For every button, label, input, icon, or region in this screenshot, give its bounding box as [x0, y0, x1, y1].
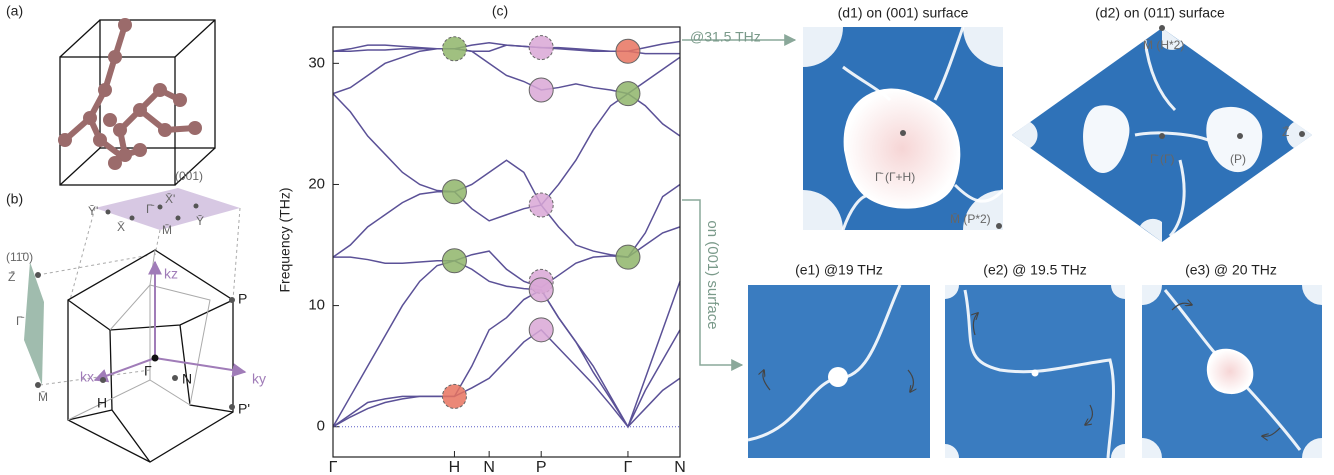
annotation: @31.5 THz	[690, 29, 761, 45]
y-tick-label: 0	[317, 418, 325, 435]
band-line	[332, 92, 681, 207]
y-axis-title: Frequency (THz)	[277, 187, 293, 292]
nodal-point	[441, 36, 467, 62]
nodal-point	[528, 192, 554, 218]
nodal-point	[615, 244, 641, 270]
map-label: Z̄	[1282, 125, 1289, 139]
brillouin-zone	[24, 188, 247, 463]
nodal-point	[615, 38, 641, 64]
bz-label: ky	[252, 371, 266, 387]
annotation: on (001) surface	[704, 220, 721, 329]
plot: 0 10 20 30 Γ H N P Γ N	[308, 26, 686, 475]
surface-map	[1012, 25, 1312, 242]
bz-label: kz	[164, 266, 178, 282]
band-line	[332, 328, 681, 428]
y-tick-label: 10	[308, 297, 325, 314]
map-label: M̄ (P*2)	[950, 212, 991, 226]
bz-label: Γ̄	[146, 202, 155, 216]
x-tick-label: N	[674, 459, 686, 475]
y-tick-label: 30	[308, 54, 325, 71]
bz-label: (001)	[175, 169, 203, 183]
x-tick-label: H	[449, 459, 461, 475]
bz-label: M̄	[162, 223, 172, 237]
bz-label: X̄	[117, 220, 125, 234]
bz-label: Γ̄	[16, 314, 25, 328]
band-line	[332, 288, 681, 429]
nodal-point	[528, 277, 554, 303]
bz-label: Ȳ'	[88, 204, 98, 218]
panel-title: (d1) on (001) surface	[838, 5, 969, 21]
surface-map	[747, 284, 930, 458]
surface-map	[945, 285, 1125, 459]
nodal-point	[441, 179, 467, 205]
chart-title: (c)	[492, 3, 508, 19]
band-line	[332, 259, 681, 429]
bz-label: Z̄	[8, 270, 15, 284]
panel-title: (e2) @ 19.5 THz	[983, 262, 1086, 278]
bz-label: M̄	[38, 390, 48, 404]
nodal-point	[615, 81, 641, 107]
map-label: M̄ (H*2)	[1143, 38, 1184, 52]
bz-label: Ȳ	[196, 214, 204, 228]
x-tick-label: P	[536, 459, 547, 475]
y-tick-label: 20	[308, 175, 325, 192]
nodal-point	[528, 317, 554, 343]
surface-map	[803, 26, 1005, 231]
panel-title: (e1) @19 THz	[795, 262, 883, 278]
crystal	[58, 18, 216, 186]
bz-label: kx	[80, 369, 94, 385]
bz-label: P'	[238, 401, 250, 417]
map-label: Γ̄ (Γ+H)	[875, 170, 915, 184]
x-tick-label: Γ	[624, 459, 633, 475]
panel-title: (e3) @ 20 THz	[1185, 262, 1277, 278]
x-tick-label: N	[483, 459, 495, 475]
x-tick-label: Γ	[329, 459, 338, 475]
bz-label: (11̄0)	[6, 250, 33, 264]
nodal-point	[528, 35, 554, 61]
nodal-point	[441, 383, 467, 409]
panel-label: (b)	[6, 191, 23, 207]
map-label: Γ̄ (Γ)	[1150, 152, 1175, 166]
nodal-point	[441, 248, 467, 274]
surface-map	[1142, 285, 1322, 458]
panel-title: (d2) on (011̄) surface	[1095, 5, 1225, 21]
panel-label: (a)	[6, 3, 23, 19]
bz-label: P	[238, 291, 247, 307]
bz-label: N	[182, 371, 192, 387]
plot-frame	[332, 26, 681, 458]
bz-label: H	[97, 395, 107, 411]
map-label: (P)	[1230, 152, 1246, 166]
bz-label: Γ	[144, 363, 152, 379]
bz-label: X̄'	[165, 192, 175, 206]
nodal-point	[528, 77, 554, 103]
